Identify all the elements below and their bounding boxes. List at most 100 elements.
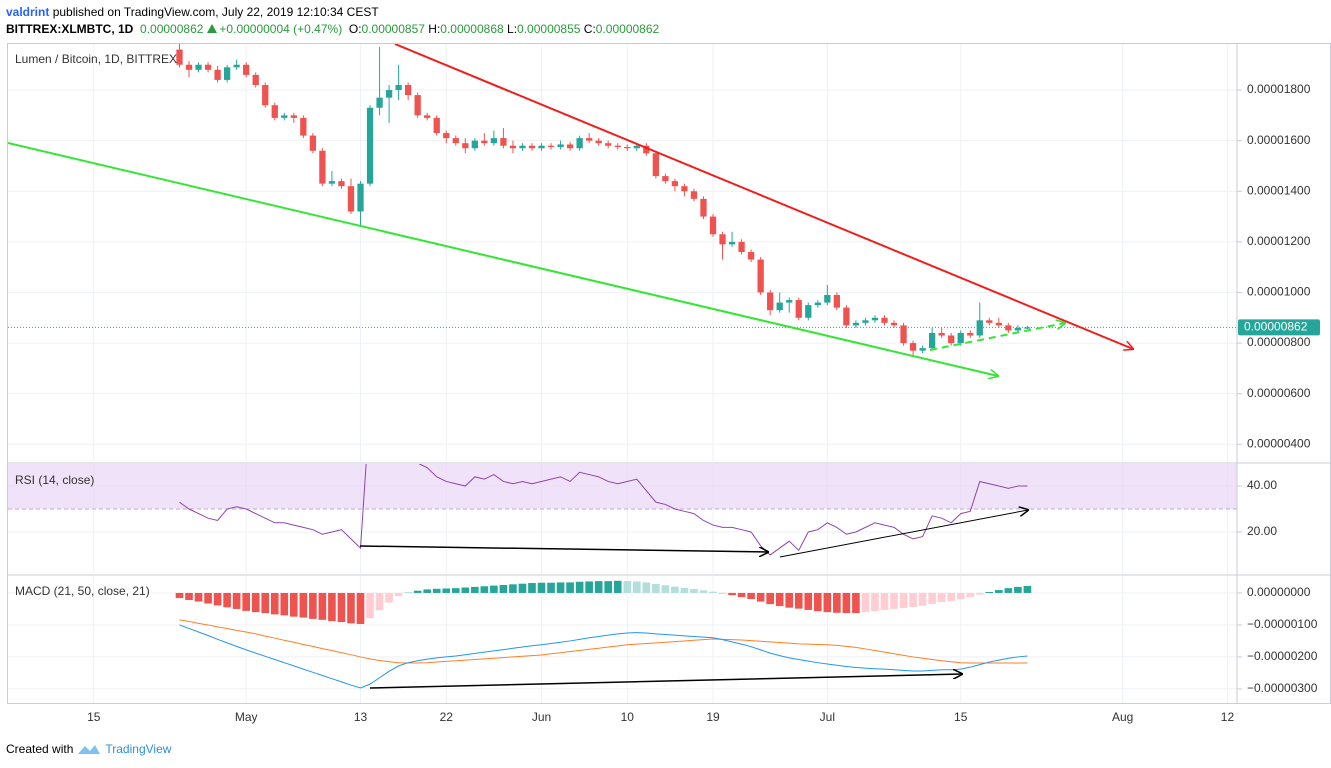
candle-body xyxy=(805,305,812,318)
candle-body xyxy=(652,153,659,177)
h-value: 0.00000868 xyxy=(440,22,504,36)
l-value: 0.00000855 xyxy=(517,22,581,36)
histogram-bar xyxy=(556,582,565,593)
header-line-2: BITTREX:XLMBTC, 1D 0.00000862 +0.00000004… xyxy=(6,21,659,38)
histogram-bar xyxy=(337,592,346,623)
histogram-bar xyxy=(956,592,965,600)
candle-body xyxy=(500,138,507,146)
candle-body xyxy=(690,191,698,199)
candle-body xyxy=(223,67,231,80)
histogram-bar xyxy=(251,592,260,613)
last: 0.00000862 xyxy=(140,22,204,36)
candle-body xyxy=(204,64,212,70)
header: valdrint published on TradingView.com, J… xyxy=(6,4,659,38)
histogram-bar xyxy=(194,592,203,602)
annotations xyxy=(8,44,1133,689)
candle-body xyxy=(490,138,498,144)
macd-arrow xyxy=(369,674,962,689)
y-tick-label: −0.00000300 xyxy=(1247,681,1318,695)
rsi-arrow xyxy=(359,545,768,552)
y-tick-label: 0.00000000 xyxy=(1247,585,1311,599)
histogram-bar xyxy=(366,592,374,619)
histogram-bar xyxy=(585,581,593,593)
y-tick-label: 0.00001600 xyxy=(1247,133,1311,147)
candle-body xyxy=(928,332,936,349)
y-tick-label: 0.00001200 xyxy=(1247,234,1311,248)
candle-body xyxy=(700,198,707,217)
histogram-bar xyxy=(375,592,384,611)
candle-body xyxy=(538,145,545,149)
candle-body xyxy=(195,64,202,70)
x-tick-label: Aug xyxy=(1112,710,1133,724)
histogram-bar xyxy=(471,586,479,593)
last-price-box xyxy=(1238,319,1320,336)
candle-body xyxy=(728,241,736,245)
histogram-bar xyxy=(204,592,212,604)
o-label: O: xyxy=(348,22,362,36)
y-tick-label: 0.00000800 xyxy=(1247,335,1311,349)
candle-body xyxy=(681,186,688,192)
histogram-bar xyxy=(842,592,851,614)
candle-body xyxy=(319,150,326,184)
histogram-bar xyxy=(175,592,184,599)
histogram-bar xyxy=(499,584,508,593)
y-tick-label: 0.00000400 xyxy=(1247,436,1311,450)
y-tick-label: 0.00001400 xyxy=(1247,183,1311,197)
histogram-bar xyxy=(918,592,927,606)
candle-body xyxy=(605,143,612,146)
histogram-bar xyxy=(661,585,670,593)
candle-body xyxy=(709,216,717,235)
candle-body xyxy=(233,64,240,68)
histogram-bar xyxy=(432,588,441,593)
histogram-bar xyxy=(852,592,860,614)
histogram-bar xyxy=(899,592,908,608)
resistance-line xyxy=(394,44,1133,349)
macd-line xyxy=(179,624,1028,689)
histogram-bar xyxy=(871,592,879,612)
histogram-bar xyxy=(394,592,403,597)
candle-body xyxy=(1005,325,1012,331)
candle-body xyxy=(309,135,317,151)
y-tick-label: −0.00000200 xyxy=(1247,649,1318,663)
histogram-bar xyxy=(594,581,603,593)
histogram-bar xyxy=(185,592,193,600)
x-tick-label: 19 xyxy=(706,710,720,724)
candle-body xyxy=(671,181,679,187)
y-tick-label: 0.00001800 xyxy=(1247,82,1311,96)
histogram-bar xyxy=(318,592,327,620)
created-with: Created with xyxy=(6,742,74,756)
candle-body xyxy=(747,251,755,260)
candle-body xyxy=(404,84,412,96)
candle-body xyxy=(566,144,574,149)
price-pane xyxy=(8,44,1237,462)
candle-body xyxy=(757,259,764,293)
candle-body xyxy=(1014,327,1022,331)
histogram-bar xyxy=(261,592,270,614)
dashed-support xyxy=(929,323,1065,351)
c-value: 0.00000862 xyxy=(595,22,660,36)
histogram-bar xyxy=(985,591,994,593)
x-tick-label: May xyxy=(235,710,258,724)
histogram-bar xyxy=(747,592,755,600)
candle-body xyxy=(938,332,945,336)
histogram-bar xyxy=(299,592,308,618)
candle-body xyxy=(948,335,955,344)
macd-pane xyxy=(8,576,1237,703)
histogram-bar xyxy=(270,592,279,615)
candle-body xyxy=(890,322,898,326)
candle-body xyxy=(919,348,926,351)
candle-body xyxy=(424,115,431,118)
histogram-bar xyxy=(947,592,955,601)
last-price-label: 0.00000862 xyxy=(1244,320,1308,334)
histogram-bar xyxy=(385,592,393,603)
candle-body xyxy=(214,69,221,80)
support-line xyxy=(8,142,998,376)
chart: Lumen / Bitcoin, 1D, BITTREX RSI (14, cl… xyxy=(7,43,1331,724)
histogram-bar xyxy=(575,581,584,593)
candle-body xyxy=(833,295,841,308)
histogram-bar xyxy=(728,592,736,596)
histogram-bar xyxy=(490,585,498,593)
x-tick-label: 15 xyxy=(87,710,101,724)
histogram-bar xyxy=(642,582,651,593)
candle-body xyxy=(395,84,402,91)
